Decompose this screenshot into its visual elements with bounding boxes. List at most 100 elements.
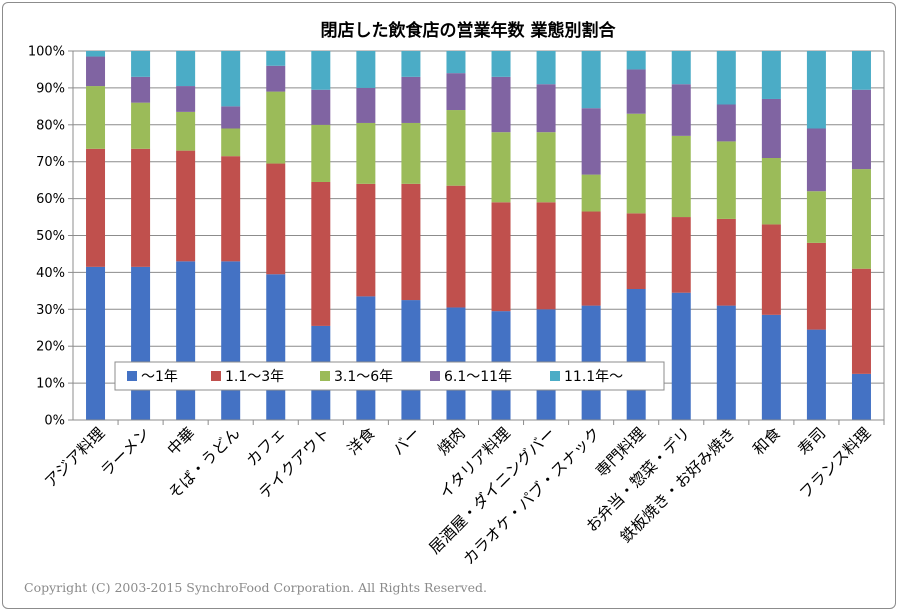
bar-segment bbox=[311, 51, 331, 90]
bar-segment bbox=[266, 65, 286, 92]
legend-swatch bbox=[211, 371, 221, 381]
bar-segment bbox=[446, 73, 466, 111]
copyright-notice: Copyright (C) 2003-2015 SynchroFood Corp… bbox=[24, 580, 487, 595]
bar-segment bbox=[446, 110, 466, 186]
legend-entry: 1.1〜3年 bbox=[225, 369, 284, 385]
bar-segment bbox=[356, 183, 376, 297]
bar-segment bbox=[761, 51, 781, 99]
legend-entry: 6.1〜11年 bbox=[444, 369, 512, 385]
bar-segment bbox=[131, 102, 151, 149]
bar-segment bbox=[356, 296, 376, 420]
bar-segment bbox=[401, 51, 421, 77]
legend-entry: 11.1年〜 bbox=[564, 369, 623, 385]
bar-segment bbox=[626, 289, 646, 420]
legend-entry: 〜1年 bbox=[141, 369, 178, 385]
bar-segment bbox=[221, 106, 241, 129]
bar-segment bbox=[176, 86, 196, 112]
bar-segment bbox=[221, 156, 241, 262]
bar-segment bbox=[716, 51, 736, 105]
bar-segment bbox=[806, 51, 826, 129]
bar-segment bbox=[491, 132, 511, 203]
bar-segment bbox=[356, 87, 376, 123]
bar-segment bbox=[221, 128, 241, 157]
bar-segment bbox=[716, 104, 736, 142]
bar-segment bbox=[626, 213, 646, 290]
y-tick-label: 10% bbox=[36, 377, 65, 392]
bar-segment bbox=[86, 56, 106, 87]
y-tick-label: 30% bbox=[36, 303, 65, 318]
bar-segment bbox=[446, 185, 466, 308]
legend-entry: 3.1〜6年 bbox=[334, 369, 393, 385]
bar-segment bbox=[86, 148, 106, 267]
x-tick-label: アジア料理 bbox=[41, 424, 108, 491]
bar-segment bbox=[626, 51, 646, 70]
y-tick-label: 0% bbox=[44, 414, 65, 429]
bar-segment bbox=[131, 76, 151, 103]
bar-segment bbox=[761, 158, 781, 225]
bar-segment bbox=[131, 51, 151, 77]
bar-segment bbox=[491, 202, 511, 312]
bar-segment bbox=[491, 76, 511, 133]
bar-segment bbox=[671, 217, 691, 293]
bar-segment bbox=[401, 183, 421, 301]
bar-segment bbox=[311, 182, 331, 326]
bar-segment bbox=[176, 51, 196, 87]
bar-segment bbox=[446, 51, 466, 74]
bar-segment bbox=[761, 314, 781, 420]
legend: 〜1年 1.1〜3年 3.1〜6年 6.1〜11年 11.1年〜 bbox=[114, 361, 665, 391]
bar-segment bbox=[311, 89, 331, 125]
x-tick-label: バー bbox=[389, 424, 424, 459]
y-tick-label: 100% bbox=[28, 45, 65, 60]
bar-segment bbox=[716, 218, 736, 306]
bar-segment bbox=[851, 51, 871, 90]
bar-segment bbox=[806, 242, 826, 330]
bar-segment bbox=[266, 91, 286, 164]
x-tick-label: 寿司 bbox=[795, 424, 830, 459]
legend-swatch bbox=[320, 371, 330, 381]
bar-segment bbox=[761, 224, 781, 315]
bar-segment bbox=[806, 191, 826, 243]
legend-swatch bbox=[430, 371, 440, 381]
y-tick-label: 40% bbox=[36, 266, 65, 281]
bar-segment bbox=[671, 84, 691, 136]
bar-segment bbox=[356, 51, 376, 88]
bar-segment bbox=[626, 69, 646, 114]
bar-segment bbox=[536, 51, 556, 85]
bar-segment bbox=[266, 51, 286, 66]
bar-segment bbox=[86, 51, 106, 57]
bar-segment bbox=[851, 268, 871, 374]
bar-segment bbox=[581, 108, 601, 175]
bar-segment bbox=[536, 84, 556, 133]
bar-segment bbox=[131, 148, 151, 267]
bar-segment bbox=[311, 124, 331, 182]
y-tick-label: 20% bbox=[36, 340, 65, 355]
y-tick-label: 60% bbox=[36, 192, 65, 207]
bar-segment bbox=[671, 51, 691, 85]
y-tick-label: 90% bbox=[36, 81, 65, 96]
bar-segment bbox=[851, 169, 871, 269]
x-tick-label: 中華 bbox=[164, 424, 199, 459]
bar-segment bbox=[401, 122, 421, 184]
bar-segment bbox=[401, 300, 421, 420]
bar-segment bbox=[851, 373, 871, 421]
bar-segment bbox=[176, 261, 196, 420]
bar-segment bbox=[266, 274, 286, 420]
legend-swatch bbox=[550, 371, 560, 381]
bar-segment bbox=[716, 141, 736, 219]
bar-segment bbox=[86, 86, 106, 149]
bar-segment bbox=[536, 202, 556, 310]
y-tick-label: 50% bbox=[36, 229, 65, 244]
bar-segment bbox=[176, 111, 196, 151]
bar-segment bbox=[266, 163, 286, 275]
bar-segment bbox=[851, 89, 871, 170]
legend-box bbox=[114, 361, 665, 391]
bar-segment bbox=[176, 150, 196, 262]
bars bbox=[86, 51, 871, 421]
bar-segment bbox=[491, 51, 511, 77]
legend-swatch bbox=[127, 371, 137, 381]
bar-segment bbox=[761, 98, 781, 159]
bar-segment bbox=[581, 211, 601, 306]
chart-title: 閉店した飲食店の営業年数 業態別割合 bbox=[321, 20, 617, 41]
